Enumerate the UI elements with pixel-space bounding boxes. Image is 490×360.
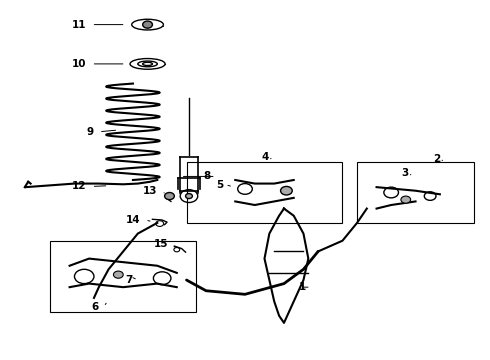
Text: 11: 11 xyxy=(72,19,87,30)
Text: 4: 4 xyxy=(261,152,269,162)
Text: 6: 6 xyxy=(92,302,99,312)
Circle shape xyxy=(165,193,174,200)
Circle shape xyxy=(401,196,411,203)
Text: 15: 15 xyxy=(153,239,168,249)
Text: 13: 13 xyxy=(143,186,157,196)
Circle shape xyxy=(143,21,152,28)
Text: 14: 14 xyxy=(125,215,140,225)
Text: 1: 1 xyxy=(298,282,306,292)
Circle shape xyxy=(114,271,123,278)
Circle shape xyxy=(186,194,193,199)
Circle shape xyxy=(281,186,292,195)
Ellipse shape xyxy=(132,19,163,30)
Ellipse shape xyxy=(143,62,152,66)
Text: 12: 12 xyxy=(72,181,87,192)
Text: 5: 5 xyxy=(216,180,223,190)
Text: 3: 3 xyxy=(401,168,408,178)
Text: 7: 7 xyxy=(125,275,133,285)
Text: 2: 2 xyxy=(433,154,440,163)
Text: 9: 9 xyxy=(87,127,94,137)
Ellipse shape xyxy=(138,61,157,67)
Ellipse shape xyxy=(130,59,165,69)
Text: 8: 8 xyxy=(204,171,211,181)
Text: 10: 10 xyxy=(72,59,87,69)
